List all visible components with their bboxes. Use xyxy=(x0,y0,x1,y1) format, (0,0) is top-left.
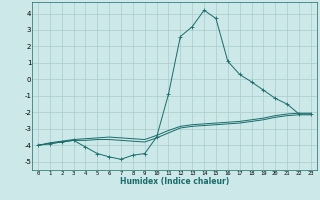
X-axis label: Humidex (Indice chaleur): Humidex (Indice chaleur) xyxy=(120,177,229,186)
